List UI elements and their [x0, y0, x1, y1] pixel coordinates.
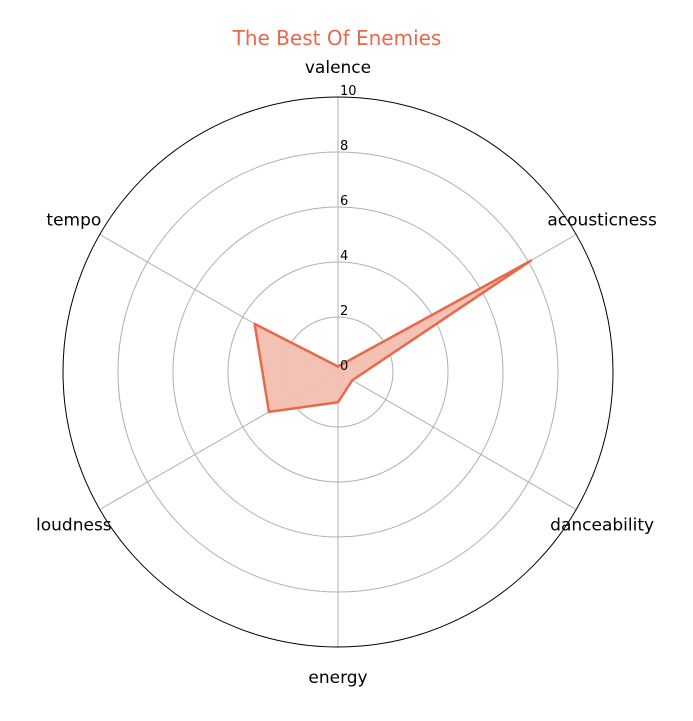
axis-labels: valence acousticness danceability energy lou… [36, 58, 657, 688]
grid-spoke [337, 371, 577, 510]
series-fill [254, 260, 531, 412]
radial-tick-label: 0 [340, 359, 348, 374]
radial-tick-labels: 0 2 4 6 8 10 [340, 84, 357, 374]
axis-label-loudness: loudness [36, 516, 112, 536]
radial-tick-label: 10 [340, 84, 357, 99]
series-line [253, 259, 533, 414]
chart-title: The Best Of Enemies [232, 26, 442, 50]
outer-frame [62, 96, 614, 648]
radial-tick-label: 6 [340, 194, 348, 209]
radar-grid [62, 96, 614, 648]
radial-tick-label: 8 [340, 139, 348, 154]
axis-label-valence: valence [305, 58, 371, 78]
axis-label-tempo: tempo [46, 211, 101, 231]
axis-label-energy: energy [308, 668, 367, 688]
axis-label-danceability: danceability [550, 516, 654, 536]
radar-series [253, 259, 533, 414]
radial-tick-label: 2 [340, 304, 348, 319]
axis-label-acousticness: acousticness [547, 211, 657, 231]
radial-tick-label: 4 [340, 249, 348, 264]
